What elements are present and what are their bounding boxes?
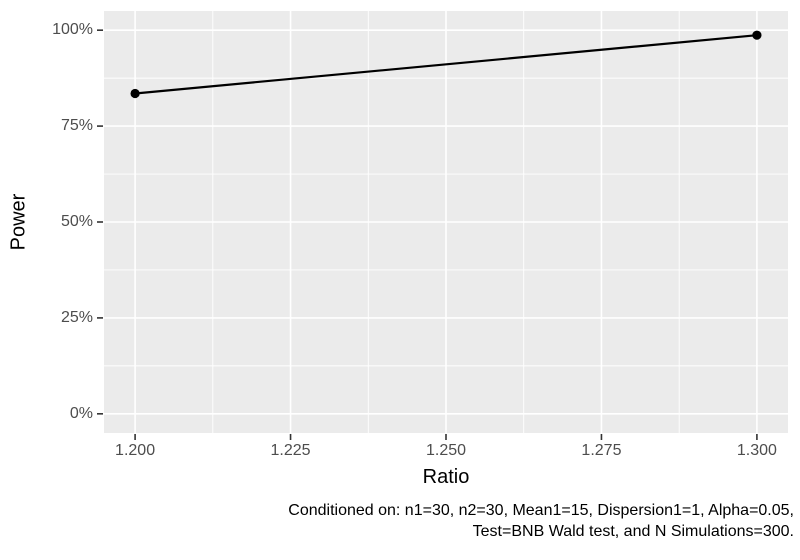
x-axis-title: Ratio: [422, 466, 470, 488]
data-line: [134, 34, 758, 95]
x-axis-title-wrap: Ratio: [104, 466, 788, 489]
data-point: [130, 88, 140, 99]
x-tick-label: 1.250: [425, 442, 467, 459]
x-tick-label: 1.275: [581, 442, 622, 459]
data-point: [752, 30, 762, 40]
x-tick-label: 1.200: [115, 442, 156, 459]
y-axis-title: Power: [7, 193, 30, 251]
caption-line-1: Conditioned on: n1=30, n2=30, Mean1=15, …: [288, 502, 794, 519]
y-tick-label: 25%: [60, 308, 93, 326]
y-tick-label: 75%: [60, 117, 93, 135]
y-tick-label: 100%: [52, 21, 93, 39]
y-tick-label: 50%: [60, 213, 93, 230]
caption-line-2: Test=BNB Wald test, and N Simulations=30…: [472, 523, 794, 540]
x-tick-label: 1.300: [736, 442, 777, 459]
x-tick-label: 1.225: [270, 442, 311, 459]
caption: Conditioned on: n1=30, n2=30, Mean1=15, …: [288, 500, 794, 542]
y-tick-label: 0%: [69, 404, 93, 422]
